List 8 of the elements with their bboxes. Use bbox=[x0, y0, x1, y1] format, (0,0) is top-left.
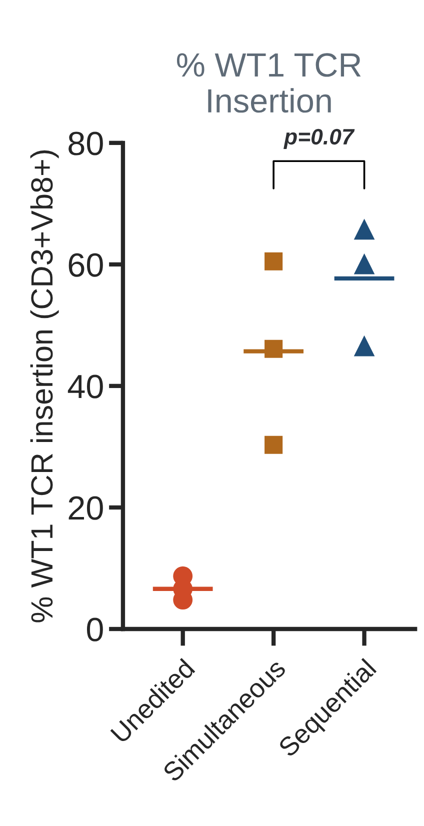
chart-title: % WT1 TCR Insertion bbox=[176, 53, 361, 113]
y-tick-label: 60 bbox=[68, 253, 103, 277]
annotation: p=0.07 bbox=[284, 128, 355, 149]
y-tick-label: 0 bbox=[86, 618, 103, 642]
y-tick-label: 40 bbox=[68, 374, 103, 398]
y-tick-label: 20 bbox=[68, 496, 103, 520]
y-tick-label: 80 bbox=[68, 132, 103, 156]
y-axis-title: % WT1 TCR insertion (CD3+Vb8+) bbox=[30, 150, 59, 622]
